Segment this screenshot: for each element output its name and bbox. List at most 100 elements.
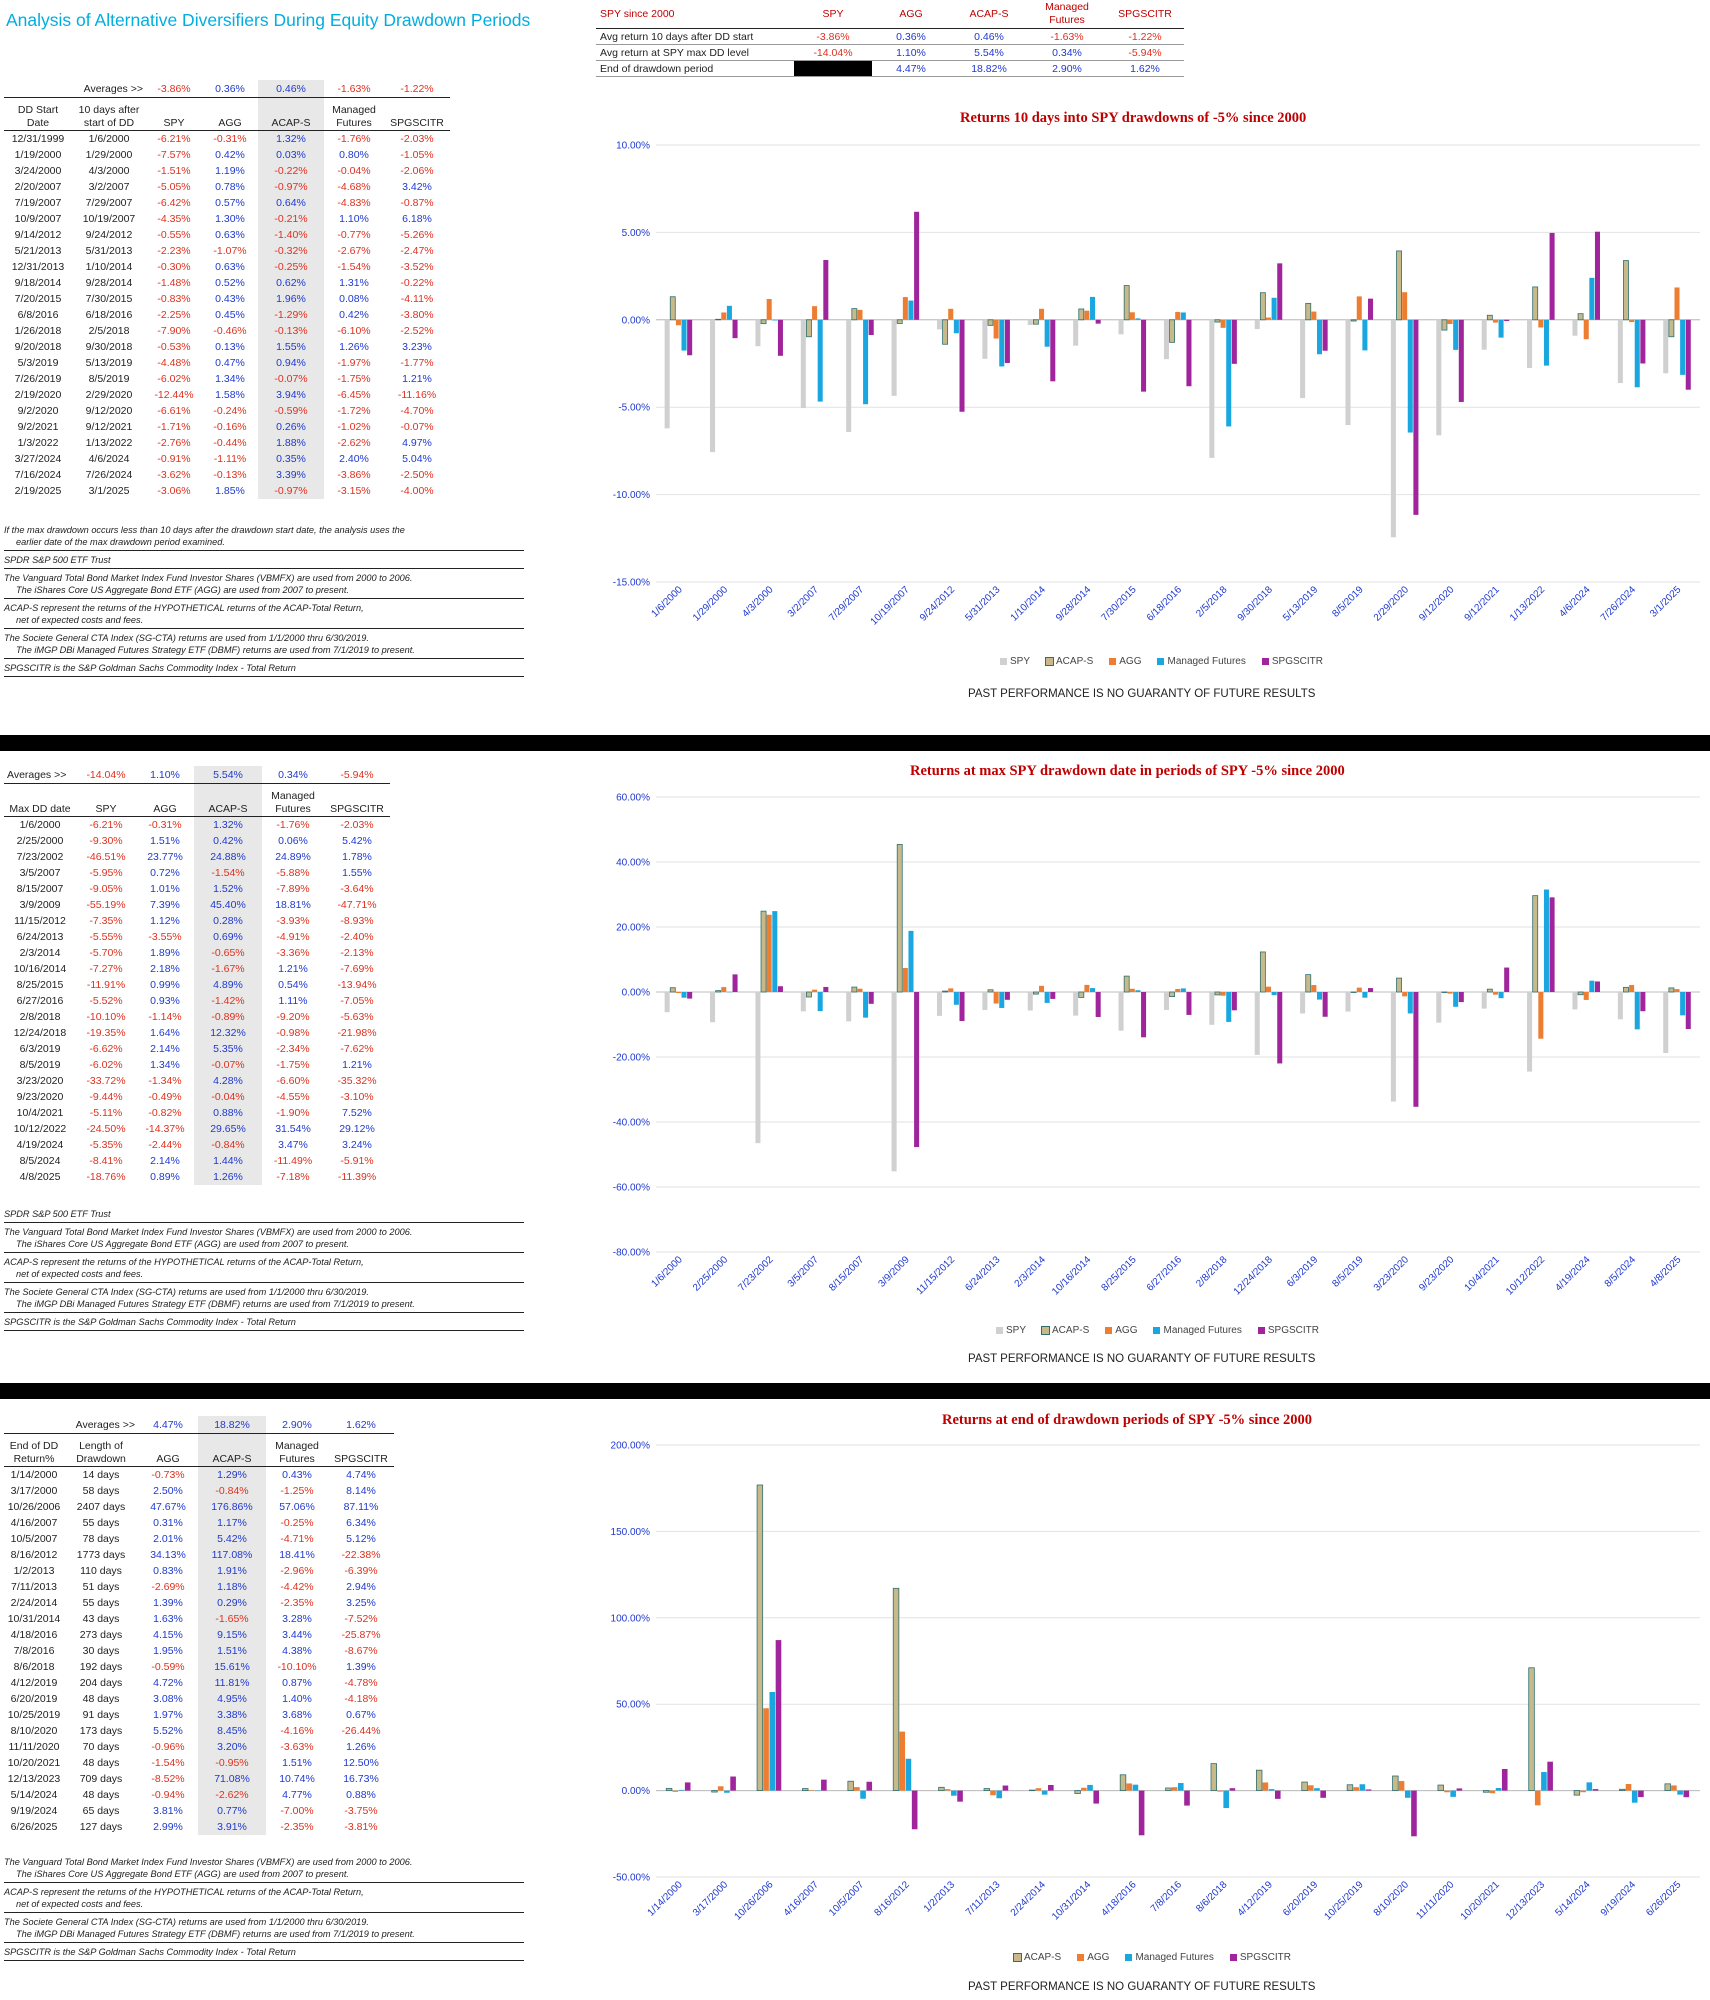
bar-acap-s xyxy=(1119,1774,1127,1792)
x-tick-label: 10/26/2006 xyxy=(732,1879,775,1922)
bar-agg xyxy=(1039,308,1045,320)
value-cell: 3.44% xyxy=(282,1629,312,1641)
averages-label: Averages >> xyxy=(64,1416,138,1434)
bar-spy xyxy=(755,992,761,1144)
legend-item: SPGSCITR xyxy=(1257,1325,1319,1336)
bar-acap-s xyxy=(1255,1769,1263,1792)
table-row: 7/26/2019 8/5/2019 -6.02% 1.34% -0.07% -1.75%… xyxy=(4,371,450,387)
table-row: 12/31/2013 1/10/2014 -0.30% 0.63% -0.25% -1.5… xyxy=(4,259,450,275)
bar-spgscitr xyxy=(775,1640,782,1791)
legend-label: SPGSCITR xyxy=(1271,656,1323,667)
bar-managed-futures xyxy=(1044,319,1050,347)
date-cell: 3/9/2009 xyxy=(19,899,61,911)
averages-row: Averages >> -3.86% 0.36% 0.46% -1.63% -1.22% xyxy=(4,80,450,98)
y-tick-label: -15.00% xyxy=(613,578,650,589)
date-cell: 4/12/2019 xyxy=(10,1677,58,1689)
value-cell: 1.96% xyxy=(258,291,324,307)
footnote-line: The iMGP DBi Managed Futures Strategy ET… xyxy=(16,1299,415,1309)
bar-managed-futures xyxy=(1362,992,1368,998)
summary-row: Avg return 10 days after DD start -3.86% 0… xyxy=(596,28,1184,45)
value-cell: 12.50% xyxy=(343,1757,379,1769)
average-value: -3.86% xyxy=(146,80,202,98)
date-cell: 1/2/2013 xyxy=(13,1565,55,1577)
table-row: 12/13/2023 709 days -8.52% 71.08% 10.74% 16.7… xyxy=(4,1771,394,1787)
bar-agg xyxy=(1311,311,1317,320)
value-cell: -0.98% xyxy=(276,1027,310,1039)
bar-acap-s xyxy=(1214,319,1221,323)
value-cell: -1.05% xyxy=(400,149,434,161)
bar-acap-s xyxy=(1305,974,1312,993)
x-tick-label: 9/28/2014 xyxy=(1054,584,1094,624)
averages-row: Averages >> -14.04% 1.10% 5.54% 0.34% -5.94% xyxy=(4,766,390,784)
bar-spgscitr xyxy=(730,1776,736,1791)
bar-acap-s xyxy=(1441,319,1448,331)
value-cell: 4.15% xyxy=(153,1629,183,1641)
y-tick-label: 100.00% xyxy=(611,1613,651,1624)
bar-spy xyxy=(1209,992,1215,1025)
value-cell: 7.52% xyxy=(342,1107,372,1119)
value-cell: -0.46% xyxy=(213,325,247,337)
column-header: AGG xyxy=(202,97,258,131)
bar-acap-s xyxy=(892,1587,900,1791)
footnote-line: If the max drawdown occurs less than 10 … xyxy=(4,525,405,535)
value-cell: -0.13% xyxy=(213,469,247,481)
bar-spgscitr xyxy=(1594,981,1600,992)
value-cell: -4.48% xyxy=(157,357,191,369)
value-cell: 0.26% xyxy=(258,419,324,435)
footnote: If the max drawdown occurs less than 10 … xyxy=(4,521,524,551)
value-cell: 0.06% xyxy=(278,835,308,847)
date-cell: 48 days xyxy=(82,1693,120,1705)
bar-agg xyxy=(854,1787,860,1791)
value-cell: 0.67% xyxy=(346,1709,376,1721)
bar-acap-s xyxy=(1165,1787,1172,1791)
bar-spgscitr xyxy=(868,319,874,336)
value-cell: 23.77% xyxy=(147,851,183,863)
bar-spy xyxy=(800,319,806,409)
bar-managed-futures xyxy=(1541,1772,1547,1791)
bar-managed-futures xyxy=(1090,988,1096,992)
bar-agg xyxy=(1129,988,1135,992)
table-max-dd: Averages >> -14.04% 1.10% 5.54% 0.34% -5.94% M… xyxy=(4,766,390,1185)
spacer-cell xyxy=(4,1416,64,1434)
bar-acap-s xyxy=(983,1788,991,1791)
summary-row: Avg return at SPY max DD level -14.04% 1.1… xyxy=(596,44,1184,61)
table-row: 9/19/2024 65 days 3.81% 0.77% -7.00% -3.75% xyxy=(4,1803,394,1819)
value-cell: 1.34% xyxy=(150,1059,180,1071)
bar-spy xyxy=(710,992,716,1023)
summary-row-label: Avg return at SPY max DD level xyxy=(596,44,794,61)
value-cell: -6.42% xyxy=(157,197,191,209)
value-cell: -2.03% xyxy=(400,133,434,145)
x-tick-label: 6/20/2019 xyxy=(1281,1879,1321,1919)
value-cell: -8.67% xyxy=(344,1645,378,1657)
date-cell: 7/16/2024 xyxy=(14,469,62,481)
value-cell: -6.21% xyxy=(89,819,123,831)
value-cell: 0.42% xyxy=(194,833,262,849)
value-cell: -5.11% xyxy=(89,1107,123,1119)
value-cell: -4.42% xyxy=(280,1581,314,1593)
value-cell: 0.69% xyxy=(194,929,262,945)
bar-spy xyxy=(1617,319,1623,384)
x-tick-label: 1/6/2000 xyxy=(650,1254,686,1290)
bar-spgscitr xyxy=(1322,319,1328,351)
value-cell: -0.55% xyxy=(157,229,191,241)
legend-item: AGG xyxy=(1077,1952,1109,1963)
bar-spgscitr xyxy=(1186,319,1192,387)
bar-spgscitr xyxy=(823,986,829,992)
value-cell: 4.72% xyxy=(153,1677,183,1689)
footnote-line: SPGSCITR is the S&P Goldman Sachs Commod… xyxy=(4,663,296,673)
average-value: 1.10% xyxy=(136,766,194,784)
bar-spgscitr xyxy=(1456,1788,1463,1791)
date-cell: 10/5/2007 xyxy=(10,1533,58,1545)
value-cell: -8.52% xyxy=(151,1773,185,1785)
date-cell: 9/24/2012 xyxy=(85,229,133,241)
table-row: 6/24/2013 -5.55% -3.55% 0.69% -4.91% -2.40% xyxy=(4,929,390,945)
table-row: 8/15/2007 -9.05% 1.01% 1.52% -7.89% -3.64% xyxy=(4,881,390,897)
bar-spy xyxy=(1209,319,1215,458)
value-cell: -6.02% xyxy=(157,373,191,385)
value-cell: -11.49% xyxy=(273,1155,313,1167)
bar-spy xyxy=(1481,319,1487,350)
date-cell: 12/31/2013 xyxy=(11,261,65,273)
bar-spy xyxy=(1390,992,1396,1102)
bar-agg xyxy=(857,988,863,992)
value-cell: -0.87% xyxy=(400,197,434,209)
